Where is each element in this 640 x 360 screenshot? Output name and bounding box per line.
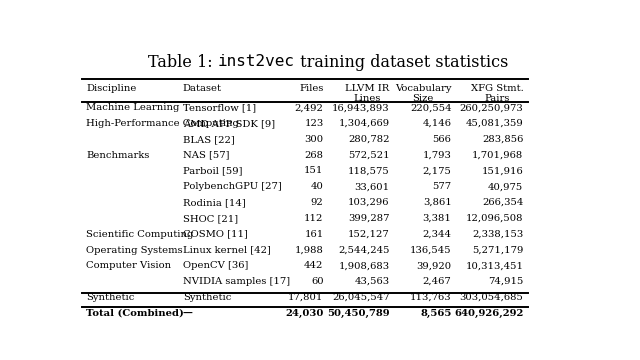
Text: Benchmarks: Benchmarks (86, 151, 149, 160)
Text: OpenCV [36]: OpenCV [36] (182, 261, 248, 270)
Text: 3,381: 3,381 (422, 214, 451, 223)
Text: 8,565: 8,565 (420, 309, 451, 318)
Text: Discipline: Discipline (86, 84, 136, 93)
Text: 26,045,547: 26,045,547 (332, 293, 390, 302)
Text: 577: 577 (433, 182, 451, 191)
Text: Dataset: Dataset (182, 84, 221, 93)
Text: NAS [57]: NAS [57] (182, 151, 229, 160)
Text: High-Performance Computing: High-Performance Computing (86, 119, 239, 128)
Text: 399,287: 399,287 (348, 214, 390, 223)
Text: Scientific Computing: Scientific Computing (86, 230, 193, 239)
Text: 161: 161 (304, 230, 324, 239)
Text: Computer Vision: Computer Vision (86, 261, 171, 270)
Text: 10,313,451: 10,313,451 (465, 261, 524, 270)
Text: NVIDIA samples [17]: NVIDIA samples [17] (182, 277, 290, 286)
Text: 1,304,669: 1,304,669 (339, 119, 390, 128)
Text: LLVM IR
Lines: LLVM IR Lines (345, 84, 390, 103)
Text: 2,344: 2,344 (422, 230, 451, 239)
Text: 92: 92 (311, 198, 324, 207)
Text: Parboil [59]: Parboil [59] (182, 166, 242, 175)
Text: PolybenchGPU [27]: PolybenchGPU [27] (182, 182, 282, 191)
Text: BLAS [22]: BLAS [22] (182, 135, 234, 144)
Text: 220,554: 220,554 (410, 103, 451, 112)
Text: 39,920: 39,920 (417, 261, 451, 270)
Text: 123: 123 (304, 119, 324, 128)
Text: —: — (182, 309, 193, 318)
Text: Linux kernel [42]: Linux kernel [42] (182, 246, 271, 255)
Text: 152,127: 152,127 (348, 230, 390, 239)
Text: 1,908,683: 1,908,683 (339, 261, 390, 270)
Text: 24,030: 24,030 (285, 309, 324, 318)
Text: 113,763: 113,763 (410, 293, 451, 302)
Text: 16,943,893: 16,943,893 (332, 103, 390, 112)
Text: 2,544,245: 2,544,245 (338, 246, 390, 255)
Text: 43,563: 43,563 (355, 277, 390, 286)
Text: XFG Stmt.
Pairs: XFG Stmt. Pairs (470, 84, 524, 103)
Text: 268: 268 (305, 151, 324, 160)
Text: 2,175: 2,175 (422, 166, 451, 175)
Text: 1,793: 1,793 (422, 151, 451, 160)
Text: Total (Combined): Total (Combined) (86, 309, 184, 318)
Text: 3,861: 3,861 (423, 198, 451, 207)
Text: 118,575: 118,575 (348, 166, 390, 175)
Text: 4,146: 4,146 (422, 119, 451, 128)
Text: 151: 151 (304, 166, 324, 175)
Text: 12,096,508: 12,096,508 (466, 214, 524, 223)
Text: 1,988: 1,988 (294, 246, 324, 255)
Text: 5,271,179: 5,271,179 (472, 246, 524, 255)
Text: 280,782: 280,782 (348, 135, 390, 144)
Text: 45,081,359: 45,081,359 (466, 119, 524, 128)
Text: 17,801: 17,801 (288, 293, 324, 302)
Text: 2,467: 2,467 (423, 277, 451, 286)
Text: training dataset statistics: training dataset statistics (294, 54, 508, 71)
Text: Synthetic: Synthetic (86, 293, 134, 302)
Text: Machine Learning: Machine Learning (86, 103, 179, 112)
Text: SHOC [21]: SHOC [21] (182, 214, 238, 223)
Text: 33,601: 33,601 (355, 182, 390, 191)
Text: 283,856: 283,856 (482, 135, 524, 144)
Text: 136,545: 136,545 (410, 246, 451, 255)
Text: AMD APP SDK [9]: AMD APP SDK [9] (182, 119, 275, 128)
Text: Files: Files (299, 84, 324, 93)
Text: 260,250,973: 260,250,973 (460, 103, 524, 112)
Text: 442: 442 (304, 261, 324, 270)
Text: Tensorflow [1]: Tensorflow [1] (182, 103, 256, 112)
Text: 40: 40 (310, 182, 324, 191)
Text: 566: 566 (433, 135, 451, 144)
Text: COSMO [11]: COSMO [11] (182, 230, 248, 239)
Text: 2,492: 2,492 (294, 103, 324, 112)
Text: 40,975: 40,975 (488, 182, 524, 191)
Text: Operating Systems: Operating Systems (86, 246, 182, 255)
Text: 151,916: 151,916 (482, 166, 524, 175)
Text: 103,296: 103,296 (348, 198, 390, 207)
Text: 2,338,153: 2,338,153 (472, 230, 524, 239)
Text: Table 1:: Table 1: (148, 54, 218, 71)
Text: Rodinia [14]: Rodinia [14] (182, 198, 245, 207)
Text: 112: 112 (304, 214, 324, 223)
Text: 74,915: 74,915 (488, 277, 524, 286)
Text: 1,701,968: 1,701,968 (472, 151, 524, 160)
Text: Vocabulary
Size: Vocabulary Size (395, 84, 451, 103)
Text: 60: 60 (311, 277, 324, 286)
Text: 266,354: 266,354 (482, 198, 524, 207)
Text: inst2vec: inst2vec (218, 54, 294, 69)
Text: 640,926,292: 640,926,292 (454, 309, 524, 318)
Text: 50,450,789: 50,450,789 (327, 309, 390, 318)
Text: 572,521: 572,521 (348, 151, 390, 160)
Text: Synthetic: Synthetic (182, 293, 231, 302)
Text: 303,054,685: 303,054,685 (460, 293, 524, 302)
Text: 300: 300 (305, 135, 324, 144)
